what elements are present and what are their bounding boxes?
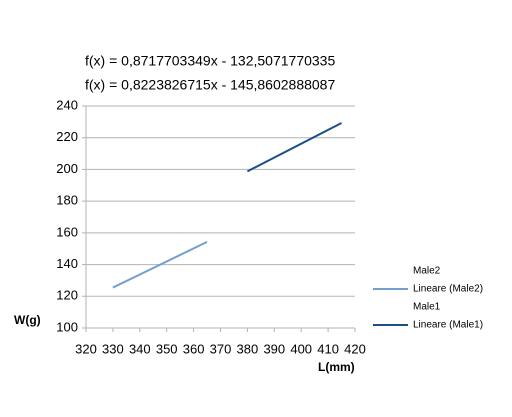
x-tick-label: 350 — [156, 341, 178, 356]
trend-line — [112, 240, 208, 289]
legend-label: Male1 — [413, 302, 441, 313]
x-tick-label: 380 — [237, 341, 259, 356]
y-tick-label: 140 — [56, 256, 78, 271]
x-tick-label: 360 — [183, 341, 205, 356]
y-tick-label: 120 — [56, 288, 78, 303]
legend-label: Lineare (Male2) — [413, 284, 483, 295]
x-tick-label: 410 — [317, 341, 339, 356]
y-tick-label: 160 — [56, 224, 78, 239]
x-tick-label: 390 — [263, 341, 285, 356]
y-tick-label: 180 — [56, 193, 78, 208]
x-tick-label: 320 — [75, 341, 97, 356]
legend-label: Lineare (Male1) — [413, 320, 483, 331]
x-tick-label: 400 — [290, 341, 312, 356]
x-tick-label: 330 — [102, 341, 124, 356]
x-tick-label: 340 — [129, 341, 151, 356]
y-axis-label: W(g) — [14, 313, 41, 327]
y-tick-label: 200 — [56, 161, 78, 176]
y-tick-label: 240 — [56, 97, 78, 112]
equation: f(x) = 0,8223826715x - 145,8602888087 — [85, 77, 335, 93]
x-axis-label: L(mm) — [318, 360, 355, 374]
legend-label: Male2 — [413, 266, 441, 277]
trend-line — [246, 122, 343, 173]
x-tick-label: 420 — [344, 341, 366, 356]
y-tick-label: 220 — [56, 129, 78, 144]
equation: f(x) = 0,8717703349x - 132,5071770335 — [85, 53, 335, 69]
x-tick-label: 370 — [210, 341, 232, 356]
y-tick-label: 100 — [56, 319, 78, 334]
